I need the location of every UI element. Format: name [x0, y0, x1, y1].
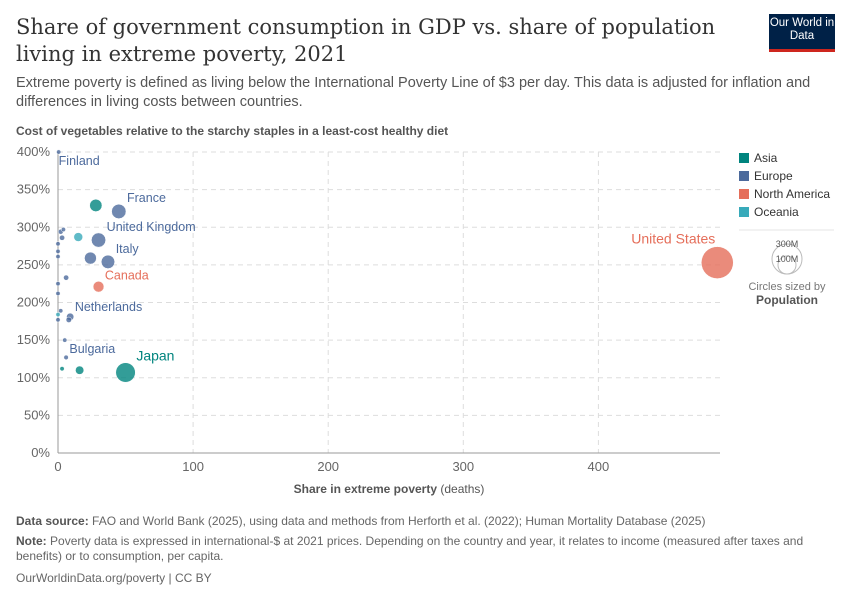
point-label: United States	[631, 231, 715, 247]
y-tick-label: 50%	[24, 407, 50, 422]
point-label: Italy	[116, 242, 140, 256]
data-point	[55, 317, 61, 323]
data-point	[55, 248, 61, 254]
data-point	[84, 251, 97, 265]
data-point	[75, 365, 85, 375]
note-text: Poverty data is expressed in internation…	[16, 534, 804, 563]
chart-title: Share of government consumption in GDP v…	[16, 15, 716, 66]
y-tick-label: 400%	[17, 144, 51, 159]
owid-logo[interactable]: Our World in Data	[769, 14, 835, 52]
data-point	[60, 227, 66, 232]
point-label: Netherlands	[75, 300, 142, 314]
data-point	[65, 316, 72, 323]
data-point	[111, 203, 127, 219]
legend-item: Oceania	[754, 205, 799, 219]
legend-swatch	[739, 171, 749, 181]
data-point	[91, 232, 106, 248]
size-legend-variable: Population	[756, 293, 818, 307]
data-point	[55, 291, 61, 296]
note: Note: Poverty data is expressed in inter…	[16, 534, 816, 564]
y-tick-label: 150%	[17, 332, 51, 347]
chart-subtitle: Extreme poverty is defined as living bel…	[16, 75, 811, 110]
data-point	[58, 308, 64, 314]
data-point	[55, 241, 61, 247]
y-tick-label: 350%	[17, 182, 51, 197]
source-label: Data source:	[16, 514, 89, 528]
size-legend-value: 300M	[776, 239, 799, 249]
y-tick-label: 250%	[17, 257, 51, 272]
x-tick-label: 200	[317, 459, 339, 474]
legend-swatch	[739, 153, 749, 163]
legend-item: North America	[754, 187, 830, 201]
data-point	[59, 234, 65, 241]
data-point	[701, 246, 734, 279]
x-tick-label: 400	[588, 459, 610, 474]
data-point	[62, 337, 68, 343]
data-source: Data source: FAO and World Bank (2025), …	[16, 514, 816, 529]
data-point	[101, 254, 115, 269]
data-point	[63, 354, 69, 360]
data-point	[89, 198, 103, 212]
x-tick-label: 100	[182, 459, 204, 474]
data-point	[73, 232, 83, 242]
data-point	[63, 274, 69, 281]
data-point	[56, 149, 62, 155]
point-label: Canada	[105, 268, 149, 282]
y-tick-label: 0%	[31, 445, 50, 460]
data-point	[55, 312, 61, 317]
legend-item: Europe	[754, 169, 793, 183]
source-link[interactable]: OurWorldinData.org/poverty | CC BY	[16, 571, 212, 585]
x-axis-label: Share in extreme poverty (deaths)	[294, 482, 485, 496]
data-point	[55, 254, 61, 260]
data-point	[92, 281, 105, 293]
legend-swatch	[739, 189, 749, 199]
note-label: Note:	[16, 534, 47, 548]
size-legend-title: Circles sized by	[748, 281, 826, 293]
y-tick-label: 200%	[17, 295, 51, 310]
legend-swatch	[739, 207, 749, 217]
source-text: FAO and World Bank (2025), using data an…	[92, 514, 706, 528]
y-tick-label: 300%	[17, 219, 51, 234]
point-label: Japan	[136, 348, 174, 364]
point-label: Bulgaria	[69, 342, 115, 356]
size-legend-value: 100M	[776, 254, 799, 264]
point-label: United Kingdom	[107, 220, 196, 234]
x-tick-label: 0	[54, 459, 61, 474]
y-axis-label: Cost of vegetables relative to the starc…	[16, 124, 449, 138]
point-label: France	[127, 191, 166, 205]
data-point	[59, 366, 65, 372]
point-label: Finland	[59, 154, 100, 168]
data-point	[115, 362, 136, 383]
data-point	[55, 281, 61, 287]
legend-item: Asia	[754, 151, 778, 165]
x-tick-label: 300	[452, 459, 474, 474]
y-tick-label: 100%	[17, 370, 51, 385]
size-legend-circle	[777, 255, 797, 275]
